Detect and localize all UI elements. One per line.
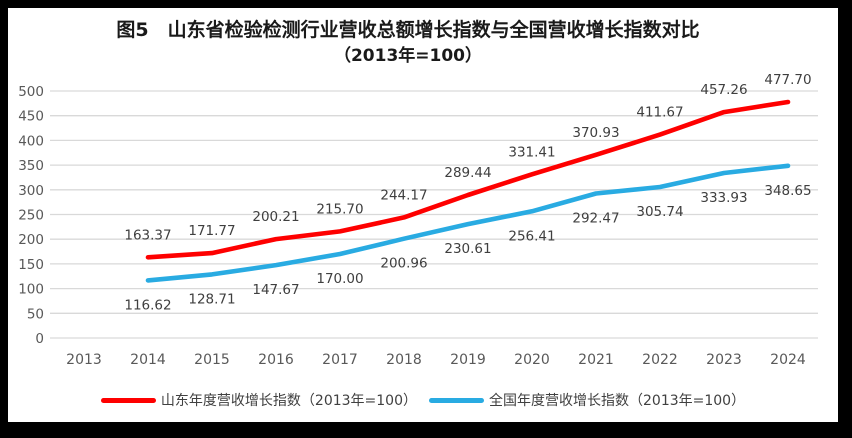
- data-label: 170.00: [316, 271, 363, 287]
- data-label: 215.70: [316, 201, 363, 217]
- y-axis-tick-label: 50: [27, 306, 44, 322]
- data-label: 331.41: [508, 144, 555, 160]
- legend-item-shandong: 山东年度营收增长指数（2013年=100）: [100, 390, 417, 410]
- legend-label-national: 全国年度营收增长指数（2013年=100）: [489, 393, 746, 409]
- data-label: 348.65: [764, 183, 811, 199]
- x-axis-tick-label: 2022: [642, 352, 678, 368]
- y-axis-tick-label: 0: [35, 331, 44, 347]
- x-axis-tick-label: 2015: [194, 352, 230, 368]
- data-label: 477.70: [764, 72, 811, 88]
- y-axis-tick-label: 500: [18, 84, 44, 100]
- y-axis-tick-label: 100: [18, 282, 44, 298]
- x-axis-tick-label: 2020: [514, 352, 550, 368]
- data-label: 370.93: [572, 125, 619, 141]
- x-axis-tick-label: 2014: [130, 352, 166, 368]
- chart-title-line1: 图5 山东省检验检测行业营收总额增长指数与全国营收增长指数对比: [116, 19, 700, 41]
- data-label: 292.47: [572, 211, 619, 227]
- legend-swatch-red-line: [100, 397, 156, 403]
- data-label: 230.61: [444, 241, 491, 257]
- y-axis-tick-label: 150: [18, 257, 44, 273]
- x-axis-tick-label: 2016: [258, 352, 294, 368]
- x-axis-tick-label: 2013: [66, 352, 102, 368]
- data-label: 163.37: [124, 227, 171, 243]
- series-line-national: [145, 163, 791, 283]
- data-label: 305.74: [636, 204, 683, 220]
- legend-swatch-blue-line: [429, 397, 484, 403]
- x-axis-tick-label: 2019: [450, 352, 486, 368]
- data-label: 457.26: [700, 82, 747, 98]
- data-label: 147.67: [252, 282, 299, 298]
- legend-item-national: 全国年度营收增长指数（2013年=100）: [429, 390, 745, 410]
- x-axis-tick-label: 2018: [386, 352, 422, 368]
- data-label: 333.93: [700, 190, 747, 206]
- chart-title-line2: （2013年=100）: [333, 45, 483, 66]
- data-label: 128.71: [188, 291, 235, 307]
- x-axis-tick-label: 2017: [322, 352, 358, 368]
- chart-title: 图5 山东省检验检测行业营收总额增长指数与全国营收增长指数对比 （2013年=1…: [8, 17, 808, 68]
- x-axis-tick-label: 2024: [770, 352, 806, 368]
- data-label: 200.21: [252, 209, 299, 225]
- data-label: 289.44: [444, 165, 491, 181]
- series-line-shandong: [145, 99, 791, 260]
- x-axis-tick-label: 2021: [578, 352, 614, 368]
- data-label: 200.96: [380, 256, 427, 272]
- y-axis-tick-label: 200: [18, 232, 44, 248]
- y-axis-tick-label: 350: [18, 158, 44, 174]
- legend: 山东年度营收增长指数（2013年=100） 全国年度营收增长指数（2013年=1…: [8, 389, 838, 411]
- y-axis-tick-label: 450: [18, 109, 44, 125]
- legend-label-shandong: 山东年度营收增长指数（2013年=100）: [160, 393, 417, 409]
- data-label: 411.67: [636, 105, 683, 121]
- data-label: 244.17: [380, 187, 427, 203]
- y-axis-tick-label: 300: [18, 183, 44, 199]
- y-axis-tick-label: 400: [18, 133, 44, 149]
- data-label: 256.41: [508, 228, 555, 244]
- y-axis-tick-label: 250: [18, 208, 44, 224]
- data-label: 116.62: [124, 297, 171, 313]
- x-axis-tick-label: 2023: [706, 352, 742, 368]
- data-label: 171.77: [188, 223, 235, 239]
